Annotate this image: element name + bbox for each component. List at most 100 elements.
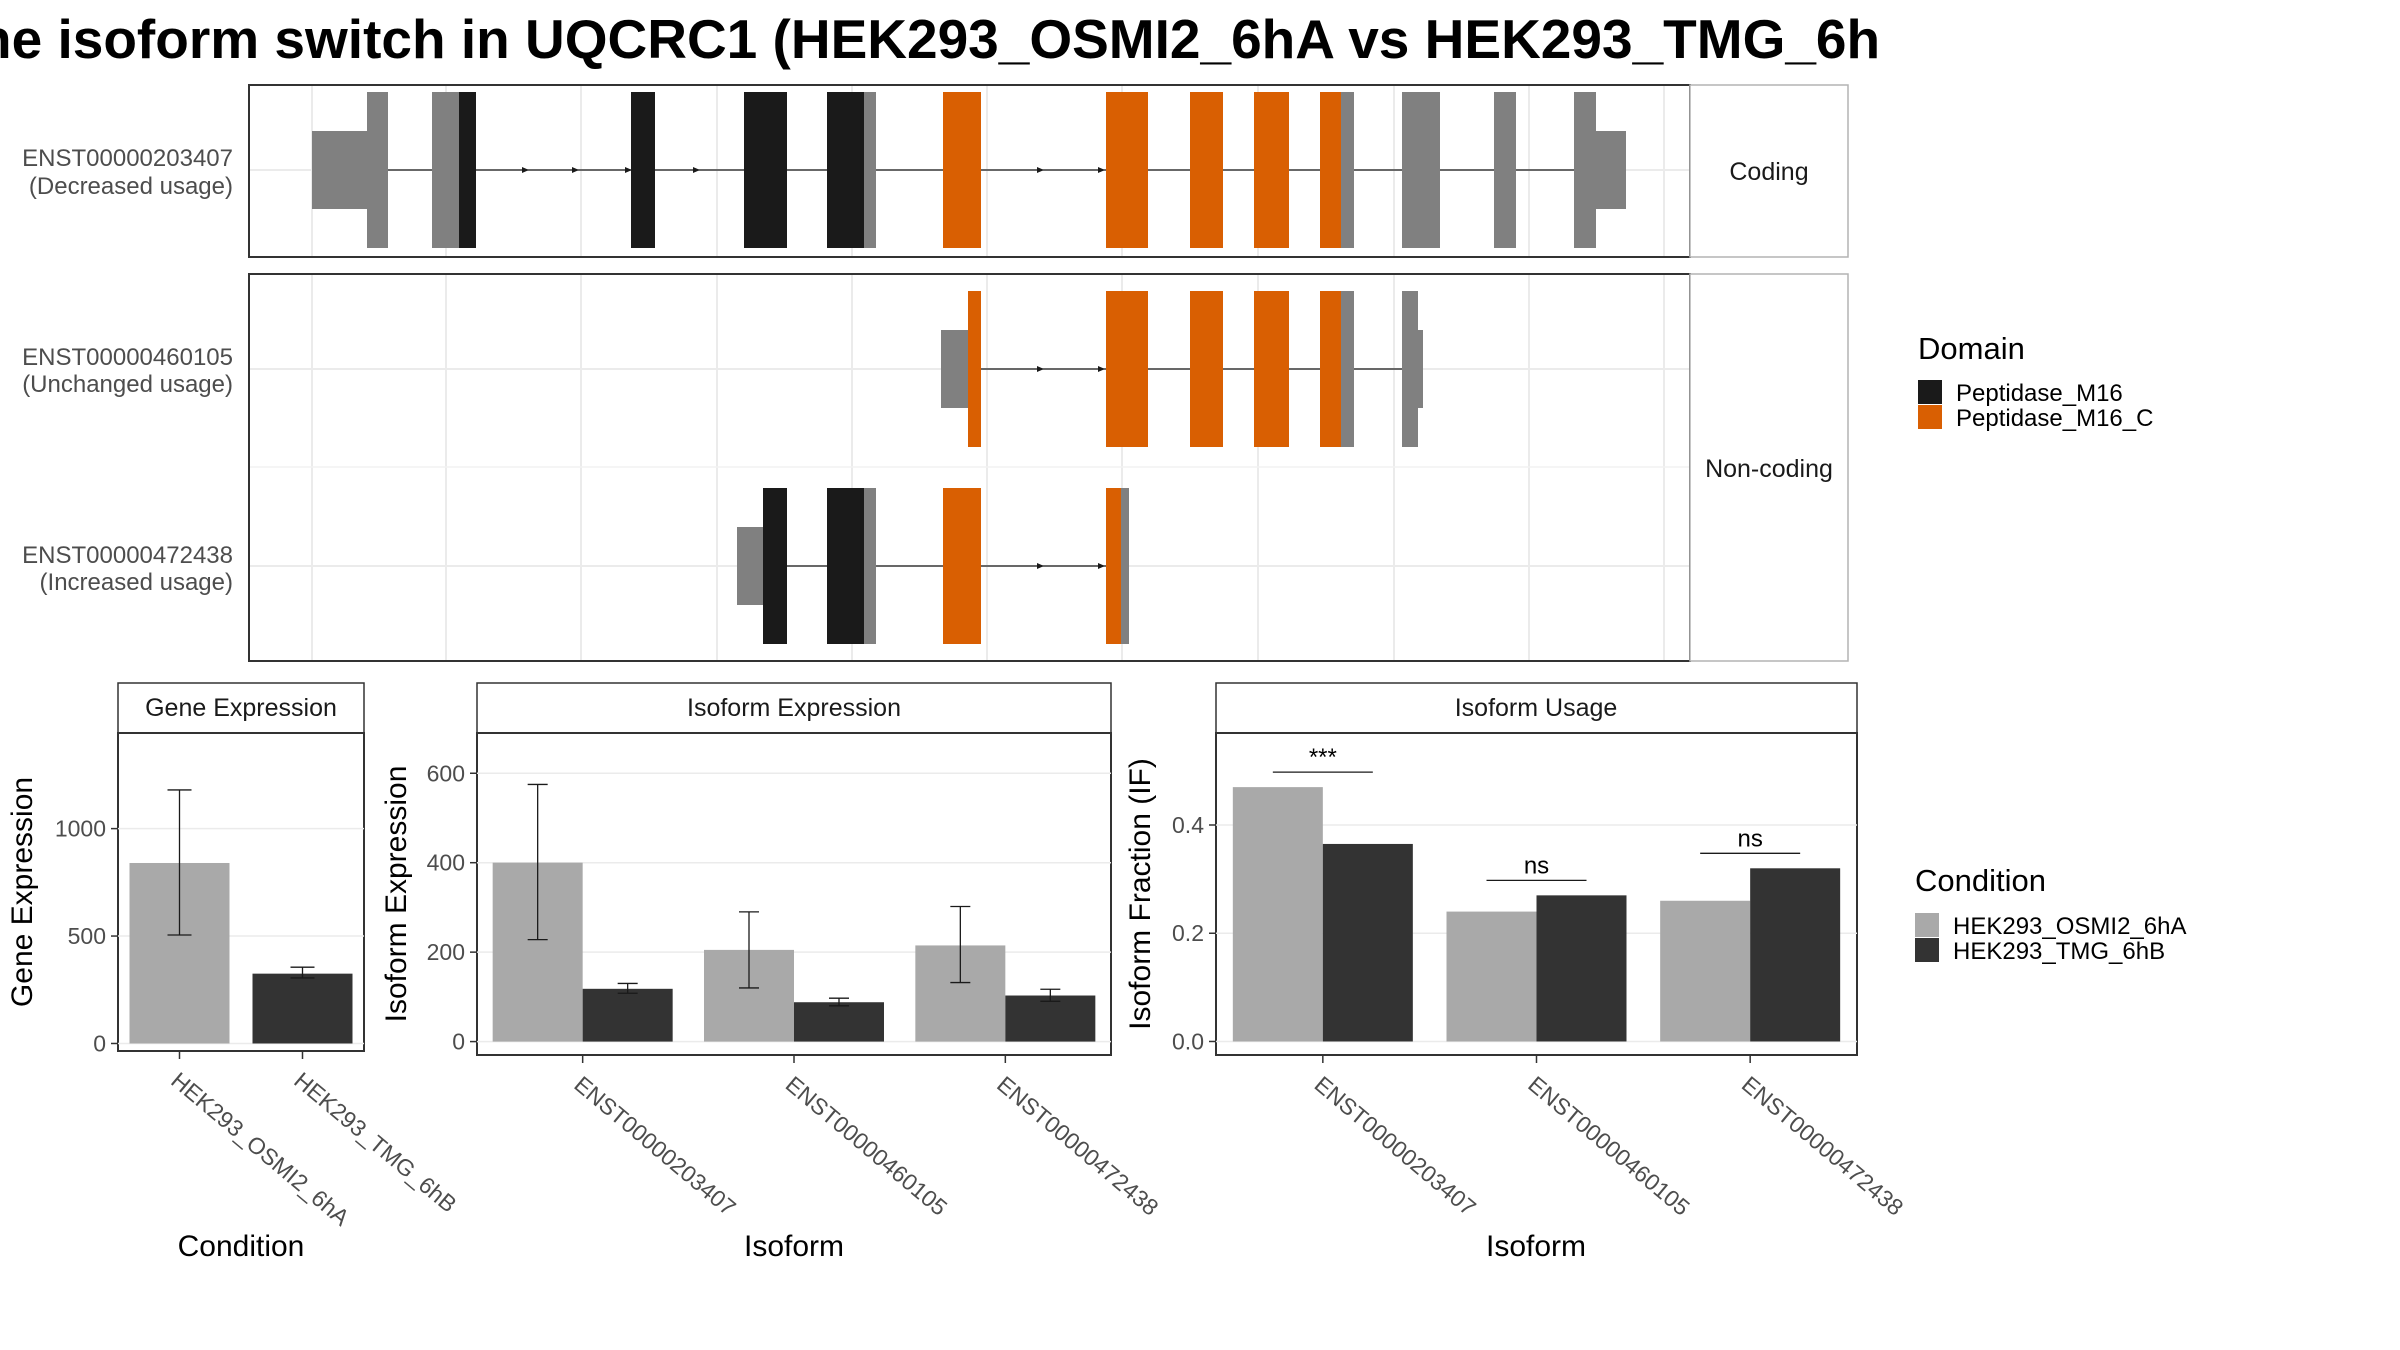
exon-peptidase-m16-c: [943, 92, 981, 248]
direction-arrow: [1037, 366, 1044, 372]
chart-strip: [117, 682, 365, 734]
significance-label: ***: [1309, 744, 1337, 771]
exon-peptidase-m16-c: [943, 488, 981, 644]
figure-title: ne isoform switch in UQCRC1 (HEK293_OSMI…: [0, 8, 1880, 70]
x-tick-label: ENST00000472438: [992, 1071, 1164, 1221]
tx-label-id: ENST00000203407: [22, 145, 233, 172]
tx-label-usage: (Unchanged usage): [22, 371, 233, 398]
legend-swatch: [1915, 913, 1939, 937]
significance-label: ns: [1524, 852, 1549, 879]
direction-arrow: [1098, 366, 1105, 372]
strip-label-coding: Coding: [1729, 158, 1808, 186]
bar: [794, 1002, 884, 1042]
x-axis-title: Condition: [178, 1230, 305, 1263]
legend-domain-label: Peptidase_M16: [1956, 380, 2123, 407]
exon-peptidase-m16-c: [1254, 291, 1289, 447]
exon-utr: [1418, 330, 1423, 408]
legend-swatch: [1915, 938, 1939, 962]
tx-label-usage: (Increased usage): [40, 569, 233, 596]
direction-arrow: [625, 167, 632, 173]
bar: [582, 988, 673, 1042]
exon-peptidase-m16: [631, 92, 655, 248]
bar: [1322, 843, 1413, 1042]
legend-swatch: [1918, 405, 1942, 429]
direction-arrow: [693, 167, 700, 173]
direction-arrow: [1037, 167, 1044, 173]
exon-utr: [1341, 291, 1354, 447]
y-axis-title: Gene Expression: [6, 777, 39, 1007]
exon-utr: [1596, 131, 1626, 209]
chart-title: Gene Expression: [145, 694, 337, 722]
exon-peptidase-m16-c: [1190, 291, 1223, 447]
x-tick-label: ENST00000472438: [1737, 1071, 1909, 1221]
chart-title: Isoform Expression: [687, 694, 901, 722]
exon-peptidase-m16-c: [1320, 291, 1341, 447]
strip-coding: [1689, 84, 1849, 258]
y-tick-label: 600: [427, 760, 465, 786]
x-tick-label: ENST00000460105: [1523, 1071, 1695, 1221]
exon-peptidase-m16: [744, 92, 787, 248]
exon-utr: [1402, 291, 1418, 447]
exon-utr: [367, 92, 388, 248]
exon-peptidase-m16: [827, 488, 864, 644]
bar: [1660, 900, 1751, 1042]
legend-domain-label: Peptidase_M16_C: [1956, 405, 2153, 432]
legend-condition-title: Condition: [1915, 863, 2046, 898]
exon-utr: [1574, 92, 1596, 248]
exon-peptidase-m16-c: [1106, 92, 1148, 248]
y-tick-label: 0: [93, 1030, 106, 1056]
y-tick-label: 0.4: [1172, 812, 1204, 838]
y-tick-label: 400: [427, 850, 465, 876]
exon-peptidase-m16-c: [1106, 291, 1148, 447]
tx-label-id: ENST00000460105: [22, 344, 233, 371]
bar: [1536, 895, 1627, 1042]
exon-peptidase-m16-c: [1106, 488, 1121, 644]
chart-strip: [1215, 682, 1858, 734]
exon-utr: [1121, 488, 1129, 644]
exon-utr: [941, 330, 968, 408]
transcript-structure-panel: Coding Non-coding ENST00000203407 (Decre…: [22, 84, 1849, 662]
bar: [252, 973, 353, 1044]
legend-condition: Condition HEK293_OSMI2_6hA HEK293_TMG_6h…: [1915, 863, 2186, 965]
y-tick-label: 0: [452, 1029, 465, 1055]
y-tick-label: 500: [68, 923, 106, 949]
direction-arrow: [1098, 563, 1105, 569]
x-axis-title: Isoform: [744, 1230, 844, 1263]
exon-peptidase-m16: [763, 488, 787, 644]
y-tick-label: 200: [427, 939, 465, 965]
strip-noncoding: [1689, 273, 1849, 662]
significance-label: ns: [1737, 825, 1762, 852]
x-tick-label: ENST00000460105: [781, 1071, 953, 1221]
bar: [1232, 787, 1323, 1042]
y-tick-label: 0.2: [1172, 920, 1204, 946]
legend-condition-label: HEK293_OSMI2_6hA: [1953, 913, 2186, 940]
isoform-usage-chart: Isoform Usage Isoform Fraction (IF) Isof…: [1124, 682, 1909, 1263]
legend-condition-label: HEK293_TMG_6hB: [1953, 938, 2165, 965]
tx-label-id: ENST00000472438: [22, 542, 233, 569]
bar: [1446, 911, 1537, 1042]
exon-peptidase-m16: [827, 92, 864, 248]
exon-peptidase-m16: [459, 92, 476, 248]
structure-transcripts: [312, 92, 1626, 644]
exon-peptidase-m16-c: [1320, 92, 1341, 248]
direction-arrow: [572, 167, 579, 173]
exon-utr: [432, 92, 459, 248]
exon-utr: [864, 488, 876, 644]
legend-domain: Domain Peptidase_M16 Peptidase_M16_C: [1918, 331, 2153, 432]
exon-utr: [1341, 92, 1354, 248]
direction-arrow: [1098, 167, 1105, 173]
x-axis-title: Isoform: [1486, 1230, 1586, 1263]
exon-peptidase-m16-c: [1190, 92, 1223, 248]
y-axis-title: Isoform Fraction (IF): [1124, 758, 1157, 1030]
chart-strip: [476, 682, 1112, 734]
x-tick-label: ENST00000203407: [1310, 1071, 1482, 1221]
x-tick-label: ENST00000203407: [569, 1071, 741, 1221]
bar: [1750, 868, 1841, 1042]
y-axis-title: Isoform Expression: [380, 766, 413, 1023]
direction-arrow: [1037, 563, 1044, 569]
direction-arrow: [522, 167, 529, 173]
exon-utr: [864, 92, 876, 248]
exon-peptidase-m16-c: [1254, 92, 1289, 248]
chart-title: Isoform Usage: [1455, 694, 1618, 722]
